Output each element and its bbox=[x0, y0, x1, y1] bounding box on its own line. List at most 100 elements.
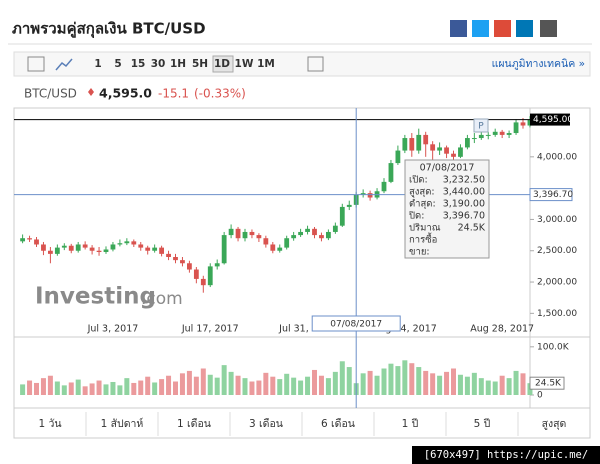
volume-bar bbox=[124, 378, 130, 395]
volume-bar bbox=[228, 371, 234, 395]
candle-body bbox=[471, 138, 477, 140]
volume-bar bbox=[291, 377, 297, 395]
volume-bar bbox=[277, 379, 283, 395]
volume-bar bbox=[249, 381, 255, 395]
interval-button[interactable]: 1M bbox=[257, 58, 275, 70]
settings-icon[interactable] bbox=[307, 56, 324, 72]
candle-body bbox=[117, 243, 123, 245]
candle-body bbox=[277, 247, 283, 251]
interval-button[interactable]: 30 bbox=[151, 58, 166, 70]
line-icon[interactable] bbox=[55, 58, 73, 71]
candle-body bbox=[381, 181, 387, 192]
volume-bar bbox=[256, 380, 262, 395]
candle-body bbox=[20, 238, 25, 242]
google-plus[interactable] bbox=[494, 20, 511, 37]
candle-body bbox=[527, 119, 533, 126]
volume-bar bbox=[200, 368, 206, 395]
tooltip-value: 24.5K bbox=[458, 223, 486, 234]
candle-body bbox=[89, 247, 95, 251]
candle-body bbox=[180, 260, 185, 264]
range-button[interactable]: 1 ปี bbox=[402, 417, 419, 430]
candle-body bbox=[423, 134, 429, 145]
candle-body bbox=[173, 257, 178, 261]
social-icons[interactable] bbox=[450, 20, 557, 37]
candle-body bbox=[75, 244, 81, 251]
down-indicator bbox=[88, 88, 94, 96]
candle-body bbox=[444, 147, 449, 154]
tooltip-key: ปริมาณ bbox=[409, 223, 441, 234]
candle-body bbox=[34, 239, 39, 245]
interval-button[interactable]: 5H bbox=[192, 58, 208, 70]
candle-body bbox=[103, 249, 109, 252]
candle-body bbox=[513, 122, 519, 134]
candle-body bbox=[159, 247, 164, 254]
volume-bar bbox=[284, 373, 290, 395]
volume-bar bbox=[506, 378, 512, 395]
facebook[interactable] bbox=[450, 20, 467, 37]
interval-button[interactable]: 5 bbox=[114, 58, 121, 70]
candle-body bbox=[485, 134, 491, 136]
volume-bar bbox=[263, 372, 269, 395]
candle-body bbox=[319, 235, 324, 239]
email[interactable] bbox=[540, 20, 557, 37]
candle-body bbox=[360, 193, 366, 195]
interval-button[interactable]: 1W bbox=[235, 58, 254, 70]
range-button[interactable]: สูงสุด bbox=[542, 418, 567, 430]
active-interval[interactable] bbox=[212, 55, 234, 73]
interval-button[interactable]: 1 bbox=[94, 58, 101, 70]
candle-body bbox=[138, 244, 144, 248]
candle-body bbox=[437, 147, 442, 151]
interval-button[interactable]: 1H bbox=[170, 58, 186, 70]
volume-bar bbox=[485, 380, 491, 395]
tooltip-value: 3,190.00 bbox=[443, 199, 485, 210]
volume-bar bbox=[520, 373, 526, 395]
volume-bar bbox=[332, 371, 338, 395]
volume-bar bbox=[207, 374, 213, 395]
candle-body bbox=[235, 228, 241, 239]
volume-bar bbox=[388, 363, 394, 395]
candle-body bbox=[193, 269, 199, 279]
candle-body bbox=[520, 122, 526, 126]
linkedin[interactable] bbox=[516, 20, 533, 37]
range-button[interactable]: 3 เดือน bbox=[249, 417, 283, 430]
interval-button[interactable]: 15 bbox=[131, 58, 146, 70]
candle-body bbox=[124, 241, 130, 244]
volume-bar bbox=[47, 375, 53, 395]
volume-bar bbox=[298, 380, 304, 395]
volume-bar bbox=[131, 382, 137, 395]
candle-body bbox=[242, 231, 248, 239]
candle-body bbox=[506, 133, 512, 135]
tooltip-key: ปิด: bbox=[408, 211, 424, 222]
candle-body bbox=[166, 253, 171, 257]
range-button[interactable]: 6 เดือน bbox=[321, 417, 355, 430]
tooltip-value: 3,232.50 bbox=[443, 175, 485, 186]
candle-body bbox=[305, 228, 310, 232]
range-button[interactable]: 1 สัปดาห์ bbox=[101, 417, 144, 430]
volume-tick-label: 0 bbox=[537, 391, 543, 401]
last-price-box bbox=[530, 113, 570, 126]
volume-bar bbox=[40, 378, 46, 395]
range-button[interactable]: 1 เดือน bbox=[177, 417, 211, 430]
twitter[interactable] bbox=[472, 20, 489, 37]
volume-bar bbox=[305, 376, 311, 395]
volume-bar bbox=[166, 375, 172, 395]
volume-bar bbox=[395, 366, 401, 395]
price-tick-label: 1,500.00 bbox=[537, 309, 577, 319]
range-button[interactable]: 5 ปี bbox=[474, 417, 491, 430]
candle-body bbox=[263, 238, 269, 245]
range-button[interactable]: 1 วัน bbox=[38, 418, 61, 430]
volume-bar bbox=[416, 367, 422, 395]
marker-box[interactable] bbox=[473, 118, 489, 133]
candle-body bbox=[402, 138, 408, 151]
candle-body bbox=[284, 238, 290, 248]
candle-body bbox=[221, 235, 227, 264]
price-tick-label: 3,000.00 bbox=[537, 215, 577, 225]
tooltip-value: 3,440.00 bbox=[443, 187, 485, 198]
candle-icon[interactable] bbox=[27, 56, 45, 72]
volume-bar bbox=[270, 376, 276, 395]
interval-button[interactable]: 1D bbox=[214, 58, 230, 70]
technical-chart-link[interactable]: แผนภูมิทางเทคนิค » bbox=[492, 58, 585, 70]
tooltip-value: 3,396.70 bbox=[443, 211, 485, 222]
candle-body bbox=[110, 244, 116, 250]
quote-price: 4,595.0 bbox=[99, 86, 152, 101]
